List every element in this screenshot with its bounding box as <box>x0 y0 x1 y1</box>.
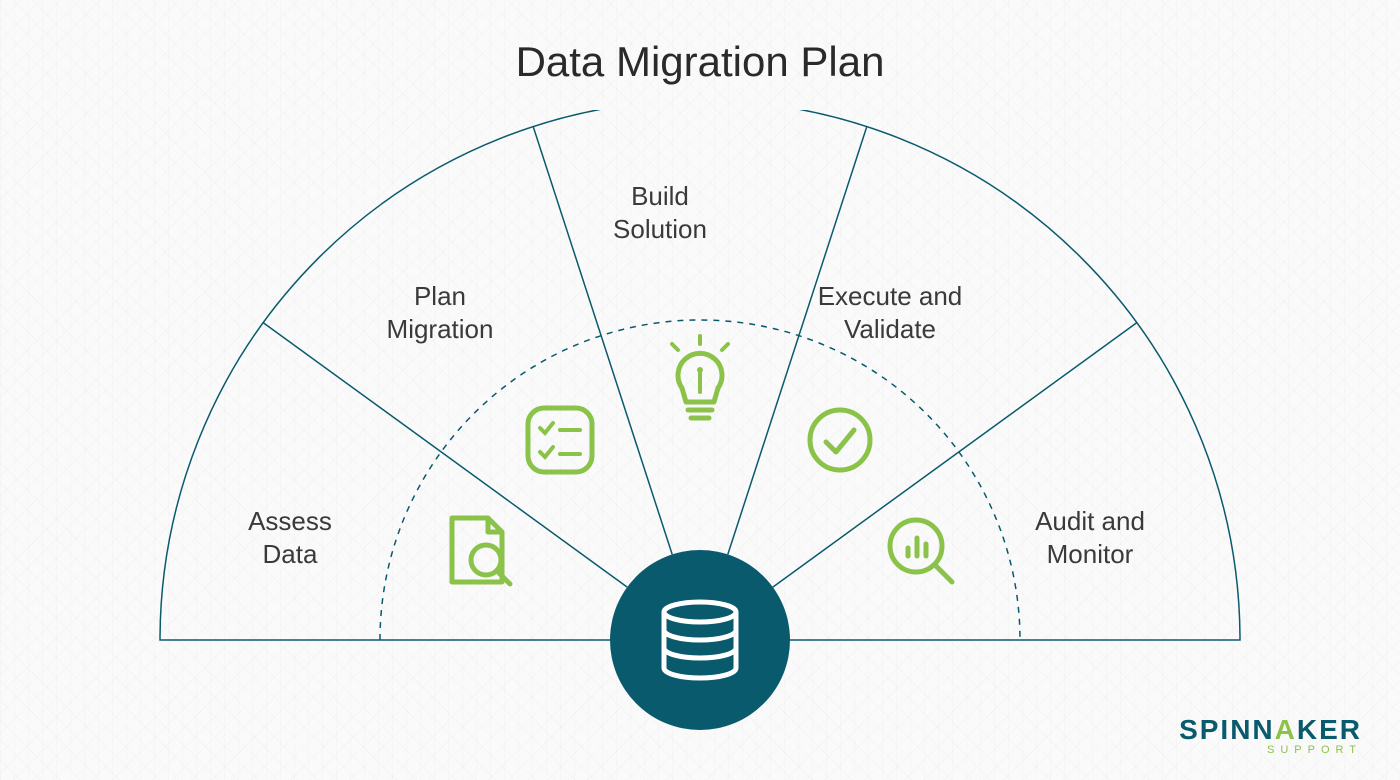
page-title: Data Migration Plan <box>516 38 885 86</box>
segment-label-audit: Audit and Monitor <box>1035 505 1145 570</box>
checklist-icon <box>528 408 592 472</box>
fan-diagram: Assess Data Plan Migration Build Solutio… <box>140 110 1260 730</box>
logo-text-accent: A <box>1275 714 1297 745</box>
chart-search-icon <box>890 520 952 582</box>
segment-label-execute: Execute and Validate <box>818 280 963 345</box>
logo-main: SPINNAKER <box>1179 714 1362 746</box>
logo-text-pre: SPINN <box>1179 714 1275 745</box>
segment-label-build: Build Solution <box>613 180 707 245</box>
segment-label-assess: Assess Data <box>248 505 332 570</box>
logo-text-post: KER <box>1297 714 1362 745</box>
brand-logo: SPINNAKER SUPPORT <box>1179 714 1362 756</box>
checkmark-icon <box>810 410 870 470</box>
lightbulb-icon <box>672 336 728 418</box>
segment-label-plan: Plan Migration <box>387 280 494 345</box>
document-search-icon <box>452 518 510 584</box>
